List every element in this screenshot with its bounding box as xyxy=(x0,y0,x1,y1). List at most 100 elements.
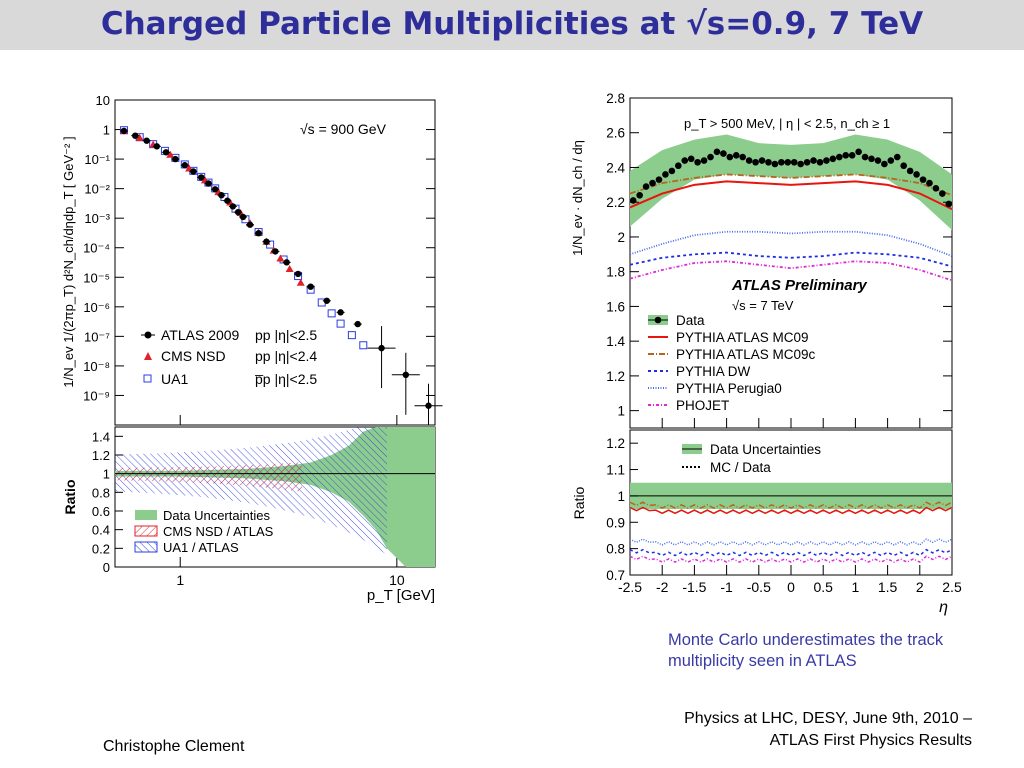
eta-x-tick-label: -2 xyxy=(656,579,669,595)
eta-data-point xyxy=(681,157,689,164)
eta-data-point xyxy=(713,148,721,156)
eta-data-point xyxy=(823,157,830,164)
atlas-point xyxy=(224,197,231,204)
eta-data-point xyxy=(745,157,753,164)
eta-ratio-y-tick-label: 0.8 xyxy=(606,542,625,557)
eta-ratio-y-tick-label: 1.2 xyxy=(606,436,625,451)
ua1-ratio-region xyxy=(115,427,387,555)
footer-right-line1: Physics at LHC, DESY, June 9th, 2010 – xyxy=(684,710,972,727)
eta-ratio-line xyxy=(629,555,953,563)
eta-x-tick-label: -1 xyxy=(720,579,733,595)
eta-data-point xyxy=(732,152,740,159)
eta-data-point xyxy=(861,153,869,161)
footer-right: Physics at LHC, DESY, June 9th, 2010 – A… xyxy=(552,708,972,752)
eta-data-point xyxy=(868,155,875,163)
atlas-point xyxy=(205,180,212,187)
legend-label-cms: CMS NSD xyxy=(161,348,226,364)
eta-ratio-legend: Data Uncertainties MC / Data xyxy=(682,442,821,475)
eta-legend-label: PHOJET xyxy=(676,398,729,413)
eta-x-tick-label: -2.5 xyxy=(618,579,642,595)
ratio-axes: 0 0.2 0.4 0.6 0.8 1 1.2 1.4 1 10 xyxy=(92,429,405,588)
eta-data-point xyxy=(726,153,734,161)
y-axis-label: 1/N_ev 1/(2πp_T) d²N_ch/dηdp_T [ GeV⁻² ] xyxy=(61,136,76,387)
eta-data-point xyxy=(913,171,920,178)
x-tick-label: 1 xyxy=(176,572,184,588)
eta-ratio-y-axis-label: Ratio xyxy=(571,486,587,519)
atlas-point xyxy=(162,149,170,156)
footer-left: Christophe Clement xyxy=(103,738,245,755)
cms-point xyxy=(135,133,144,141)
ratio-y-tick-label: 0.4 xyxy=(92,523,110,538)
eta-ratio-y-tick-label: 0.9 xyxy=(606,515,625,530)
eta-ratio-legend-band-label: Data Uncertainties xyxy=(710,442,821,457)
main-axes: 10 1 10⁻¹ 10⁻² 10⁻³ 10⁻⁴ 10⁻⁵ 10⁻⁶ 10⁻⁷ 10⁻⁸ 10⁻⁹ xyxy=(83,93,435,425)
ua1-point xyxy=(347,331,356,340)
ua1-point xyxy=(336,319,345,328)
eta-data-point xyxy=(939,190,946,197)
title-bar xyxy=(0,0,1024,50)
eta-legend-label: PYTHIA ATLAS MC09c xyxy=(676,347,816,362)
footer-right-line2: ATLAS First Physics Results xyxy=(769,732,972,749)
atlas-point xyxy=(323,297,331,304)
eta-y-tick-label: 1.4 xyxy=(606,334,625,349)
eta-data-point xyxy=(926,179,933,187)
atlas-point xyxy=(132,132,139,139)
legend-label-ua1: UA1 xyxy=(161,371,188,387)
eta-data-point xyxy=(932,185,940,192)
cms-point xyxy=(285,265,294,273)
legend-cut-cms: pp |η|<2.4 xyxy=(255,348,317,364)
atlas-point xyxy=(307,283,314,290)
atlas-point xyxy=(218,191,225,199)
eta-x-tick-label: -0.5 xyxy=(747,579,771,595)
eta-data-point xyxy=(900,162,907,170)
cms-point xyxy=(166,150,175,158)
eta-data-point xyxy=(765,158,772,166)
eta-data-point xyxy=(687,155,695,163)
y-tick-label: 10⁻⁹ xyxy=(83,388,110,403)
eta-chart: 1 1.2 1.4 1.6 1.8 2 2.2 2.4 2.6 2.8 0.7 0.8 0.9 1 1.1… xyxy=(560,88,980,633)
eta-ratio-y-tick-label: 0.7 xyxy=(606,568,625,583)
eta-data-point xyxy=(790,158,798,166)
slide-title: Charged Particle Multiplicities at √s=0.… xyxy=(100,6,924,42)
eta-data-point xyxy=(778,158,785,166)
atlas-point xyxy=(354,320,361,328)
atlas-point xyxy=(425,402,432,409)
eta-data-point xyxy=(816,158,824,166)
ua1-point xyxy=(327,309,336,318)
eta-x-tick-label: 2 xyxy=(916,579,924,595)
ratio-y-tick-label: 1 xyxy=(103,467,110,482)
spectrum-series xyxy=(119,126,443,425)
eta-x-tick-label: 1 xyxy=(852,579,860,595)
atlas-point xyxy=(229,203,237,210)
eta-data-point xyxy=(803,158,811,166)
eta-ratio-y-tick-label: 1.1 xyxy=(606,463,625,478)
eta-legend-label: PYTHIA ATLAS MC09 xyxy=(676,330,809,345)
x-axis-label: p_T [GeV] xyxy=(367,587,435,604)
eta-data-point xyxy=(649,179,656,187)
atlas-point xyxy=(294,270,302,278)
ratio-y-tick-label: 0.8 xyxy=(92,485,110,500)
atlas-point xyxy=(153,143,161,150)
eta-ratio: 0.7 0.8 0.9 1 1.1 1.2 -2.5 -2 -1.5 -1 -0.5 0 0.5 1 1.5… xyxy=(606,418,962,595)
y-tick-label: 10⁻² xyxy=(84,182,110,197)
eta-data-point xyxy=(855,148,862,156)
eta-ratio-y-tick-label: 1 xyxy=(617,489,625,504)
y-tick-label: 10⁻⁷ xyxy=(84,329,110,344)
eta-x-tick-label: 1.5 xyxy=(878,579,898,595)
ua1-point xyxy=(359,341,368,350)
eta-mc-line xyxy=(629,173,953,197)
eta-data-point xyxy=(752,158,759,166)
eta-energy-label: √s = 7 TeV xyxy=(732,298,794,313)
atlas-point xyxy=(198,174,205,181)
eta-legend-data-marker xyxy=(654,316,662,324)
legend-cut-ua1: p̅p |η|<2.5 xyxy=(254,371,317,387)
atlas-point xyxy=(263,238,270,245)
y-tick-label: 10⁻³ xyxy=(84,211,110,226)
legend-cut-atlas: pp |η|<2.5 xyxy=(255,327,317,343)
ratio-y-axis-label: Ratio xyxy=(62,480,78,515)
eta-y-tick-label: 1.2 xyxy=(606,369,625,384)
eta-data-point xyxy=(893,153,901,161)
eta-ratio-line xyxy=(629,501,953,509)
eta-data-point xyxy=(881,160,888,168)
y-tick-label: 10 xyxy=(96,93,110,108)
